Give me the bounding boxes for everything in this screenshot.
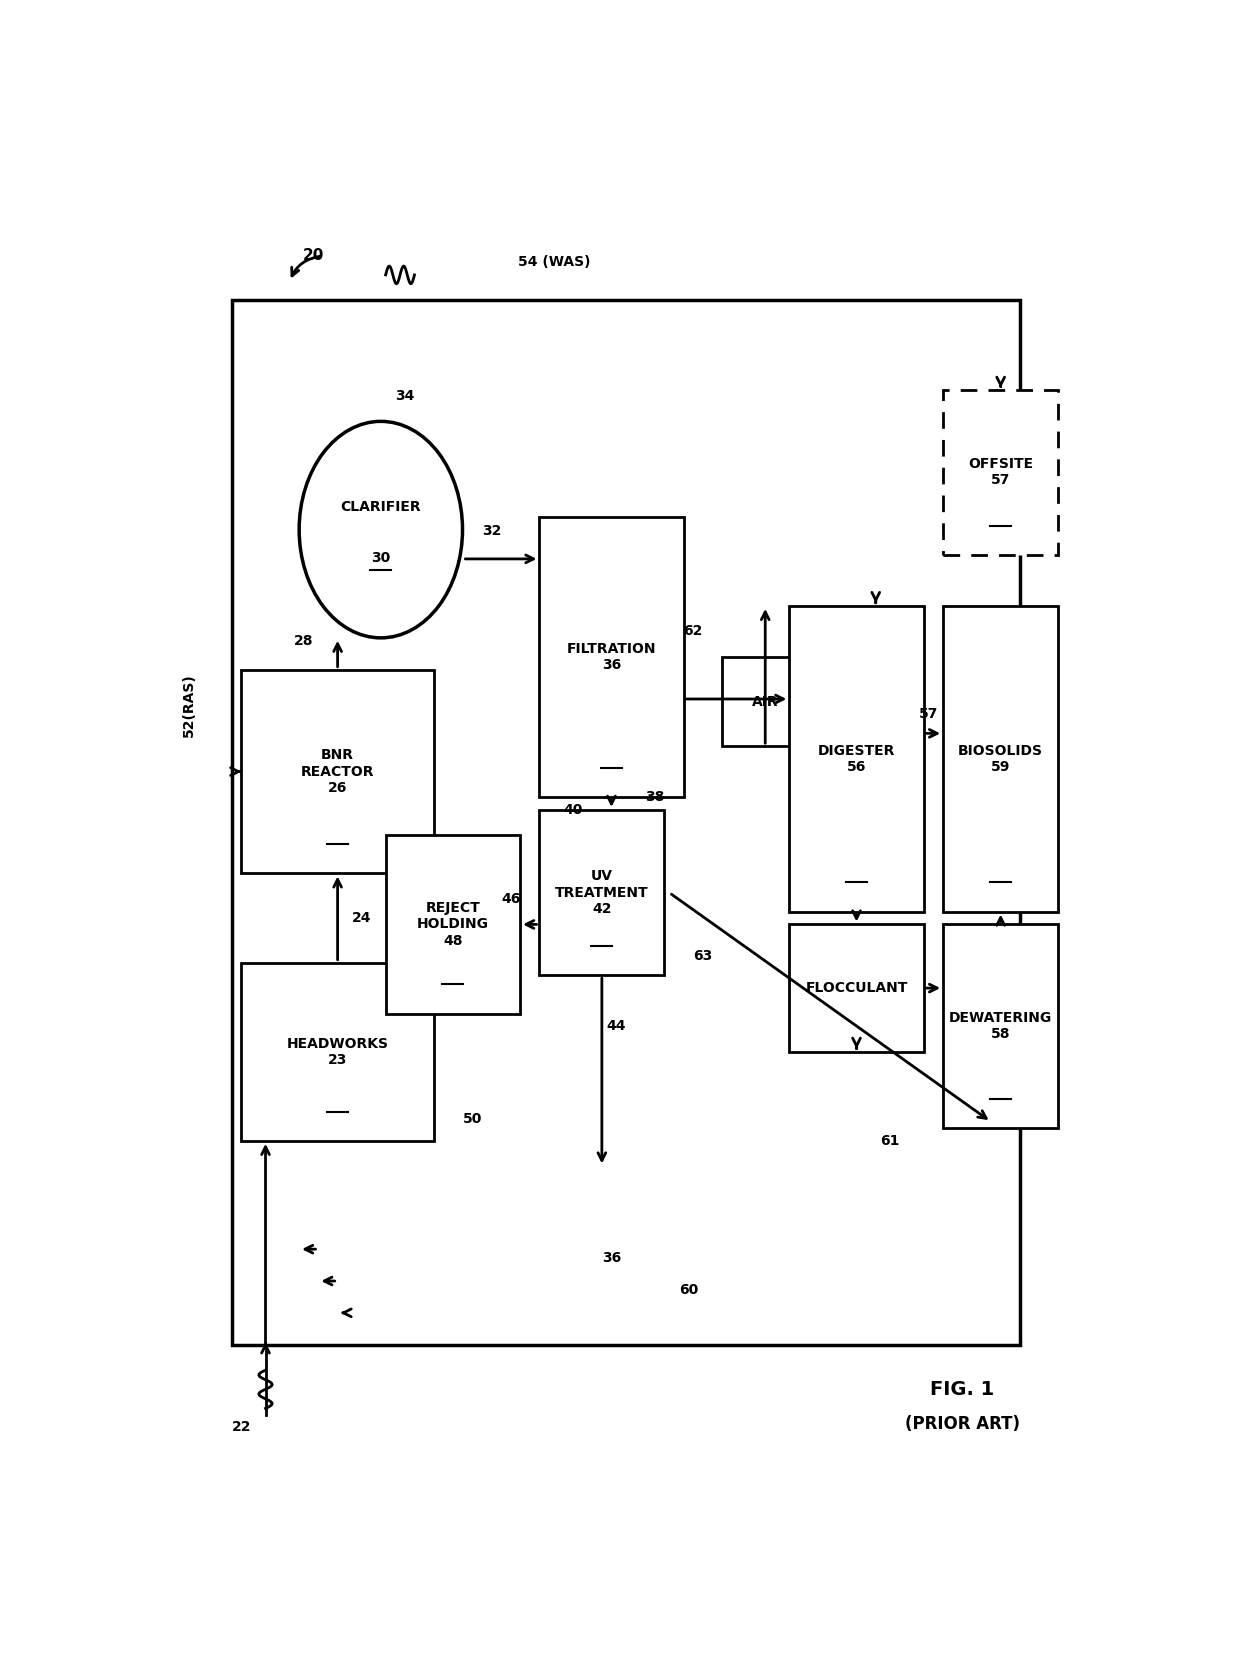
Text: 57: 57 <box>919 708 939 721</box>
Text: 60: 60 <box>678 1284 698 1297</box>
Bar <box>232 301 1019 1345</box>
Bar <box>722 657 808 746</box>
Text: 22: 22 <box>232 1421 252 1434</box>
Text: AIR: AIR <box>751 695 779 708</box>
Text: REJECT
HOLDING
48: REJECT HOLDING 48 <box>417 901 489 948</box>
Text: 52(RAS): 52(RAS) <box>181 673 196 736</box>
Bar <box>539 516 683 797</box>
Text: 62: 62 <box>683 625 703 638</box>
Text: DIGESTER
56: DIGESTER 56 <box>818 744 895 774</box>
Text: FIG. 1: FIG. 1 <box>930 1379 994 1399</box>
Bar <box>242 670 434 873</box>
Text: HEADWORKS
23: HEADWORKS 23 <box>286 1037 388 1067</box>
Text: 63: 63 <box>693 949 713 963</box>
Text: 44: 44 <box>606 1019 626 1034</box>
Text: 61: 61 <box>880 1135 900 1148</box>
Text: 24: 24 <box>352 911 371 925</box>
Bar <box>942 605 1058 911</box>
Text: 50: 50 <box>463 1111 482 1126</box>
Bar <box>789 925 924 1052</box>
Text: 30: 30 <box>371 551 391 564</box>
Text: DEWATERING
58: DEWATERING 58 <box>949 1011 1053 1042</box>
Text: OFFSITE
57: OFFSITE 57 <box>968 457 1033 488</box>
Text: 32: 32 <box>481 524 501 538</box>
Text: BNR
REACTOR
26: BNR REACTOR 26 <box>301 748 374 796</box>
Text: 40: 40 <box>563 802 583 817</box>
Bar <box>942 390 1058 556</box>
Text: 20: 20 <box>303 248 324 263</box>
Text: 34: 34 <box>396 389 414 404</box>
Text: 36: 36 <box>601 1250 621 1265</box>
Bar <box>942 925 1058 1128</box>
Text: BIOSOLIDS
59: BIOSOLIDS 59 <box>959 744 1043 774</box>
Text: CLARIFIER: CLARIFIER <box>341 500 422 514</box>
Text: 54 (WAS): 54 (WAS) <box>517 255 590 270</box>
Bar <box>789 605 924 911</box>
Bar <box>539 810 665 976</box>
Text: FLOCCULANT: FLOCCULANT <box>805 981 908 996</box>
Bar <box>386 835 521 1014</box>
Text: FILTRATION
36: FILTRATION 36 <box>567 642 656 672</box>
Text: 28: 28 <box>294 633 314 648</box>
Bar <box>242 963 434 1141</box>
Circle shape <box>299 422 463 638</box>
Text: (PRIOR ART): (PRIOR ART) <box>905 1414 1019 1432</box>
Text: UV
TREATMENT
42: UV TREATMENT 42 <box>556 870 649 916</box>
Text: 46: 46 <box>501 892 521 906</box>
Text: 38: 38 <box>645 791 665 804</box>
